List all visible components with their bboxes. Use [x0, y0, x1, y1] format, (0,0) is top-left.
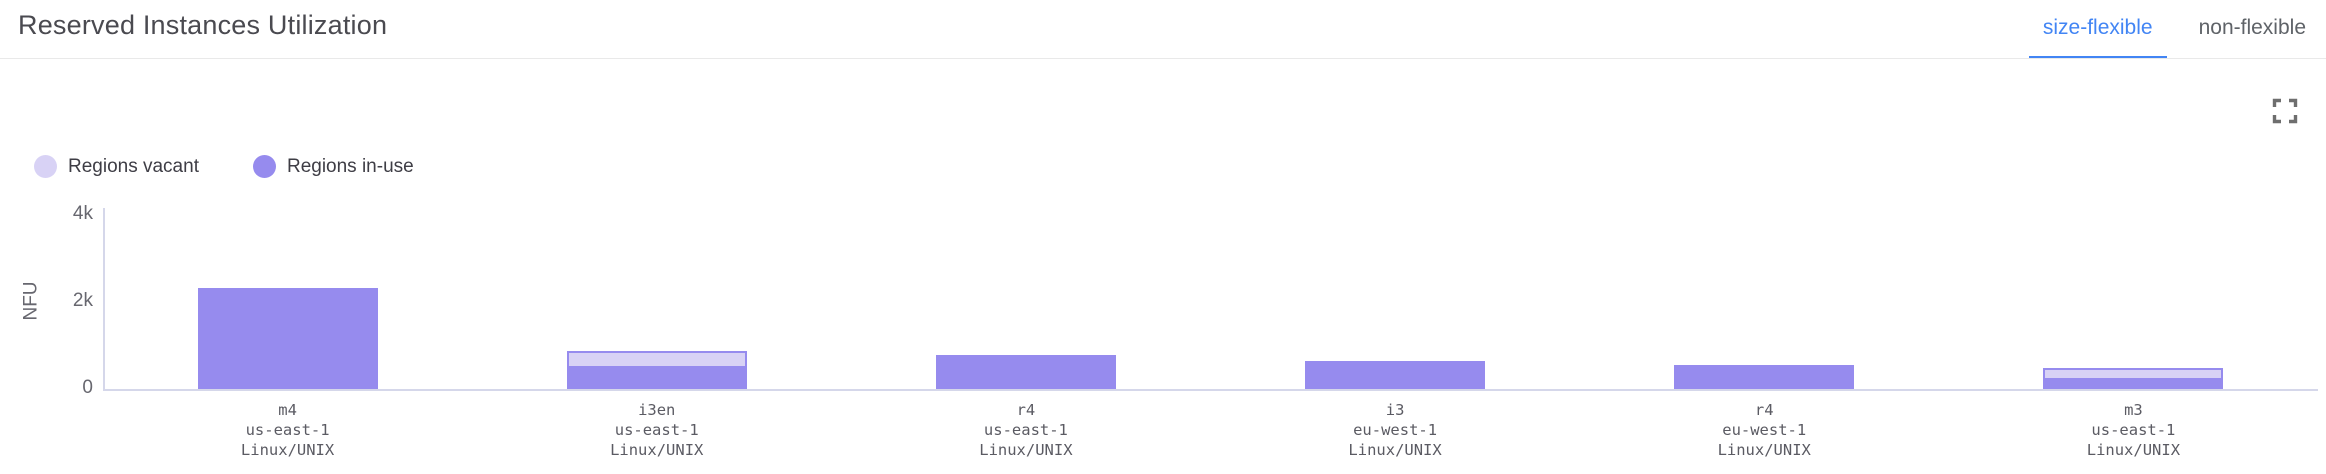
- tab-size-flexible[interactable]: size-flexible: [2028, 0, 2167, 59]
- regions-in-use-dot-icon: [252, 155, 276, 178]
- y-axis-line: [103, 208, 105, 391]
- y-axis-tick-label: 0: [82, 377, 93, 398]
- x-axis-line: [103, 389, 2318, 391]
- bar-segment-in-use[interactable]: [1305, 360, 1486, 389]
- tab-size-flexible-label: size-flexible: [2042, 16, 2153, 39]
- x-axis-category-label: r4 eu-west-1 Linux/UNIX: [1717, 401, 1811, 459]
- regions-vacant-dot-icon: [34, 155, 57, 178]
- bar-segment-in-use[interactable]: [197, 287, 378, 389]
- legend-label: Regions vacant: [68, 155, 199, 177]
- bar-segment-in-use[interactable]: [935, 355, 1116, 389]
- page-title: Reserved Instances Utilization: [18, 10, 388, 40]
- x-axis-category-label: m3 us-east-1 Linux/UNIX: [2086, 401, 2181, 459]
- legend-label: Regions in-use: [286, 155, 414, 177]
- bar-segment-vacant[interactable]: [2043, 367, 2224, 380]
- y-axis-tick-label: 2k: [72, 290, 93, 311]
- y-axis-tick-label: 4k: [72, 203, 93, 224]
- header-divider: [0, 58, 2326, 59]
- y-axis-title: NFU: [20, 281, 42, 321]
- x-axis-category-label: i3 eu-west-1 Linux/UNIX: [1348, 401, 1442, 459]
- fullscreen-expand-icon[interactable]: [2270, 96, 2300, 126]
- legend-item-regions-vacant[interactable]: Regions vacant: [34, 155, 199, 178]
- tab-bar: size-flexible non-flexible: [2011, 0, 2320, 59]
- bar-segment-in-use[interactable]: [566, 368, 747, 389]
- legend-item-regions-in-use[interactable]: Regions in-use: [252, 155, 414, 178]
- x-axis-category-label: i3en us-east-1 Linux/UNIX: [610, 401, 704, 459]
- tab-non-flexible-label: non-flexible: [2198, 16, 2306, 39]
- bar-segment-in-use[interactable]: [2043, 379, 2224, 389]
- x-axis-category-label: r4 us-east-1 Linux/UNIX: [979, 401, 1073, 459]
- bar-segment-vacant[interactable]: [566, 350, 747, 369]
- chart-legend: Regions vacant Regions in-use: [34, 155, 414, 178]
- bar-segment-in-use[interactable]: [1674, 365, 1855, 389]
- tab-non-flexible[interactable]: non-flexible: [2185, 0, 2320, 59]
- x-axis-category-label: m4 us-east-1 Linux/UNIX: [240, 401, 335, 459]
